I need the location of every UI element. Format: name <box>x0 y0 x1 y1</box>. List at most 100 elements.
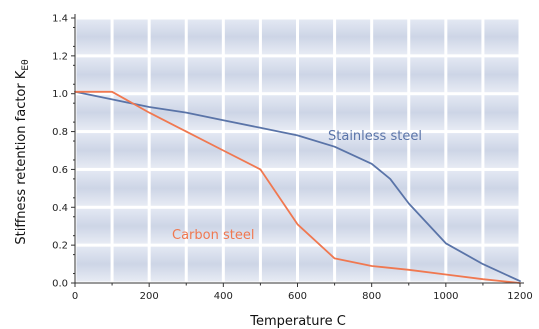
grid-tile <box>410 246 445 282</box>
grid-tile <box>224 57 259 93</box>
grid-tile <box>150 95 185 131</box>
grid-tile <box>484 95 519 131</box>
grid-tile <box>224 133 259 168</box>
grid-tile <box>150 19 185 55</box>
grid-tile <box>373 170 408 206</box>
grid-tile <box>113 246 148 282</box>
y-tick-label: 0.2 <box>52 241 68 252</box>
x-tick-label: 400 <box>214 291 233 302</box>
grid-tile <box>336 208 371 244</box>
series-label-stainless: Stainless steel <box>328 129 422 144</box>
y-axis-label-subscript: Eθ <box>21 59 31 71</box>
grid-tile <box>261 57 296 93</box>
grid-tile <box>373 57 408 93</box>
x-tick-label: 1200 <box>507 291 532 302</box>
grid-tile <box>299 170 334 206</box>
grid-tile <box>224 19 259 55</box>
tick-labels: 0.0 0.2 0.4 0.6 0.8 1.0 1.2 1.4 0 200 400 600 800 100… <box>52 14 533 303</box>
grid-tile <box>224 170 259 206</box>
grid-tile <box>447 95 482 131</box>
grid-tile <box>187 246 222 282</box>
y-axis-label: Stiffness retention factor KEθ <box>14 59 31 245</box>
x-tick-label: 200 <box>140 291 159 302</box>
grid-tile <box>484 208 519 244</box>
grid-tile <box>373 208 408 244</box>
series-line-carbon-steel <box>74 90 521 284</box>
grid-tile <box>150 246 185 282</box>
grid-tile <box>484 57 519 93</box>
grid-tile <box>113 57 148 93</box>
grid-tile <box>484 133 519 168</box>
grid-tile <box>447 170 482 206</box>
y-tick-label: 1.4 <box>52 14 68 25</box>
x-axis-label: Temperature C <box>249 314 346 329</box>
grid-tile <box>484 170 519 206</box>
grid-tile <box>299 57 334 93</box>
grid-tile <box>150 170 185 206</box>
plot-background <box>75 18 520 283</box>
series-line-stainless-steel <box>74 90 521 283</box>
grid-tile <box>336 19 371 55</box>
grid-tile <box>373 19 408 55</box>
y-tick-label: 0.8 <box>52 127 68 138</box>
grid-tile <box>484 19 519 55</box>
grid-tile <box>261 19 296 55</box>
grid-tile <box>336 170 371 206</box>
grid-tile <box>410 170 445 206</box>
grid-tile <box>113 170 148 206</box>
grid-tile <box>187 19 222 55</box>
grid-tile <box>410 95 445 131</box>
grid-tile <box>187 95 222 131</box>
x-tick-label: 800 <box>362 291 381 302</box>
grid-tile <box>336 95 371 131</box>
grid-tile <box>299 208 334 244</box>
grid-tile <box>447 19 482 55</box>
grid-tile <box>150 57 185 93</box>
grid-tile <box>410 133 445 168</box>
grid-tile <box>447 208 482 244</box>
grid-tile <box>299 95 334 131</box>
grid-tile <box>373 133 408 168</box>
grid-tile <box>76 170 111 206</box>
grid-tile <box>150 208 185 244</box>
plot-area <box>75 18 520 283</box>
grid-tile <box>76 133 111 168</box>
y-axis-label-main: Stiffness retention factor K <box>14 70 29 244</box>
grid-tile <box>76 57 111 93</box>
grid-tile <box>336 57 371 93</box>
grid-tile <box>299 133 334 168</box>
y-tick-label: 0.0 <box>52 279 68 290</box>
grid-tile <box>447 133 482 168</box>
grid-tile <box>113 208 148 244</box>
grid-tile <box>187 57 222 93</box>
grid-tile <box>76 246 111 282</box>
grid-tile <box>261 246 296 282</box>
grid-tile <box>410 57 445 93</box>
grid-tile <box>410 19 445 55</box>
grid-tile <box>187 133 222 168</box>
grid-tile <box>224 246 259 282</box>
grid-tile <box>484 246 519 282</box>
grid-tile <box>261 95 296 131</box>
grid-tile <box>113 133 148 168</box>
x-tick-label: 600 <box>288 291 307 302</box>
grid-tile <box>261 170 296 206</box>
x-tick-label: 0 <box>72 291 78 302</box>
grid-tile <box>150 133 185 168</box>
grid-tile <box>261 133 296 168</box>
grid-tile <box>76 19 111 55</box>
grid-tile <box>187 208 222 244</box>
y-tick-label: 1.0 <box>52 89 68 100</box>
x-tick-label: 1000 <box>433 291 458 302</box>
grid-tile <box>373 246 408 282</box>
grid-tile <box>299 19 334 55</box>
grid-tile <box>447 57 482 93</box>
series-label-carbon: Carbon steel <box>172 228 254 243</box>
grid-tile <box>373 95 408 131</box>
grid-tile <box>76 95 111 131</box>
axes <box>71 14 524 287</box>
grid-tile <box>187 170 222 206</box>
y-tick-label: 0.4 <box>52 203 68 214</box>
y-tick-label: 0.6 <box>52 165 68 176</box>
